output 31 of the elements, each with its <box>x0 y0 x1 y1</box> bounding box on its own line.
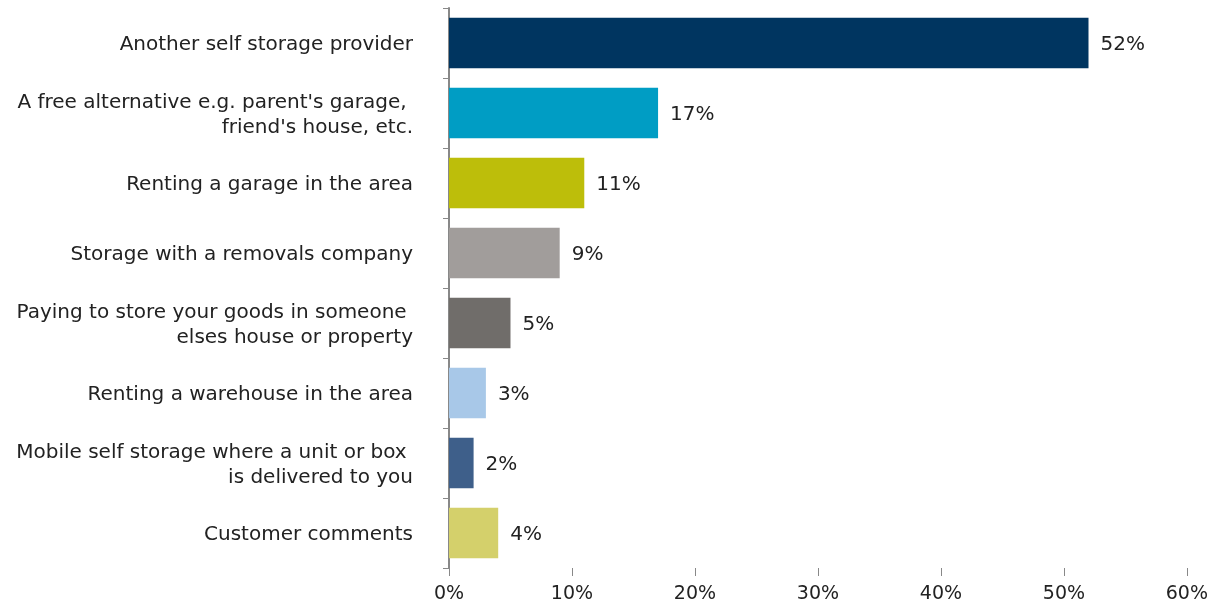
data-label: 11% <box>596 171 641 195</box>
bar <box>449 297 511 349</box>
y-tick-label: Paying to store your goods in someone elses house or property <box>16 298 414 348</box>
y-tick-label: Mobile self storage where a unit or box is delivered to you <box>16 438 413 488</box>
y-tick-label: Another self storage provider <box>119 31 414 55</box>
x-tick-label: 30% <box>796 580 840 603</box>
x-tick-label: 20% <box>673 580 717 603</box>
data-label: 5% <box>522 311 555 335</box>
bar <box>449 17 1089 69</box>
data-label: 17% <box>670 101 715 125</box>
bar <box>449 87 659 139</box>
x-tick-label: 50% <box>1042 580 1086 603</box>
bar <box>449 437 474 489</box>
bar <box>449 227 560 279</box>
bar <box>449 367 486 419</box>
x-tick-label: 40% <box>919 580 963 603</box>
y-tick-label: Renting a garage in the area <box>126 171 413 195</box>
x-tick-label: 10% <box>550 580 594 603</box>
data-label: 3% <box>497 381 530 405</box>
x-tick-label: 60% <box>1165 580 1208 603</box>
data-label: 9% <box>571 241 604 265</box>
data-label: 2% <box>485 451 518 475</box>
bar <box>449 157 585 209</box>
x-tick-label: 0% <box>433 580 465 603</box>
y-tick-label: Renting a warehouse in the area <box>87 381 413 405</box>
data-label: 52% <box>1100 31 1145 55</box>
bar <box>449 507 499 559</box>
y-tick-label: Storage with a removals company <box>70 241 414 265</box>
data-label: 4% <box>510 521 542 545</box>
y-tick-label: Customer comments <box>204 521 413 545</box>
y-tick-label: A free alternative e.g. parent's garage, friend's house, etc. <box>17 88 413 138</box>
